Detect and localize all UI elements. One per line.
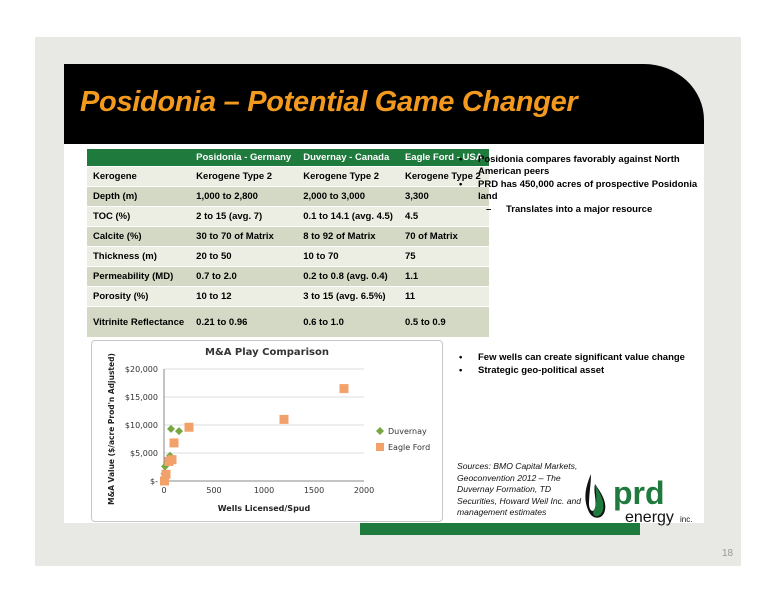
plot-area: $- $5,000 $10,000 $15,000 $20,000 0 500 1000 150… [125,365,430,495]
table-row: TOC (%) 2 to 15 (avg. 7) 0.1 to 14.1 (av… [87,206,489,227]
table-cell: 0.7 to 2.0 [190,266,298,287]
table-cell: 0.2 to 0.8 (avg. 0.4) [297,266,399,287]
bullet-list-bottom: Few wells can create significant value c… [456,352,706,378]
table-row: Kerogene Kerogene Type 2 Kerogene Type 2… [87,166,489,187]
table-row: Vitrinite Reflectance 0.21 to 0.96 0.6 t… [87,306,489,338]
data-point-eagle-ford [161,469,171,479]
bullet-item: PRD has 450,000 acres of prospective Pos… [456,179,706,203]
table-cell: 0.1 to 14.1 (avg. 4.5) [297,206,399,227]
table-cell: Vitrinite Reflectance [87,306,191,338]
logo-name: prd [613,475,665,511]
y-tick-label: $15,000 [125,393,158,402]
logo-sub: energy [625,509,674,526]
y-tick-label: $20,000 [125,365,158,374]
table-cell: Kerogene Type 2 [190,166,298,187]
table-cell: 10 to 12 [190,286,298,307]
table-cell: 10 to 70 [297,246,399,267]
title-banner [64,64,704,144]
x-tick-label: 1500 [304,486,324,495]
table-row: Permeability (MD) 0.7 to 2.0 0.2 to 0.8 … [87,266,489,287]
x-tick-label: 1000 [254,486,274,495]
slide-title: Posidonia – Potential Game Changer [80,86,578,118]
page-number: 18 [722,548,734,559]
data-point-duvernay [175,427,183,436]
table-cell: Permeability (MD) [87,266,191,287]
data-point-duvernay [167,424,175,433]
y-tick-label: $5,000 [130,449,158,458]
table-cell: 11 [398,286,489,307]
table-cell: 30 to 70 of Matrix [190,226,298,247]
y-axis-label: M&A Value ($/acre Prod'n Adjusted) [107,353,116,505]
data-point-eagle-ford [184,422,194,432]
table-cell: Kerogene [87,166,191,187]
table-cell: 0.21 to 0.96 [190,306,298,338]
table-header-cell: Posidonia - Germany [190,149,298,167]
table-row: Thickness (m) 20 to 50 10 to 70 75 [87,246,489,267]
table-header-cell [87,149,191,167]
table-cell: 1,000 to 2,800 [190,186,298,207]
comparison-table: Posidonia - Germany Duvernay - Canada Ea… [87,149,489,338]
legend-label: Eagle Ford [388,443,430,452]
bullet-item: Few wells can create significant value c… [456,352,706,364]
prd-energy-logo: prd energy inc. [585,474,692,526]
bullet-list-top: Posidonia compares favorably against Nor… [456,154,706,216]
table-cell: 75 [398,246,489,267]
legend-label: Duvernay [388,427,427,436]
x-tick-label: 0 [161,486,166,495]
sources-note: Sources: BMO Capital Markets, Geoconvent… [457,461,582,517]
y-tick-label: $10,000 [125,421,158,430]
table-cell: 8 to 92 of Matrix [297,226,399,247]
table-header-cell: Duvernay - Canada [297,149,399,167]
chart-container: M&A Play Comparison M&A Value ($/acre Pr… [91,340,443,522]
table-cell: 20 to 50 [190,246,298,267]
table-cell: 0.6 to 1.0 [297,306,399,338]
table-cell: Porosity (%) [87,286,191,307]
x-tick-label: 2000 [354,486,374,495]
data-point-eagle-ford [169,438,179,448]
table-cell: 2 to 15 (avg. 7) [190,206,298,227]
table-cell: 0.5 to 0.9 [398,306,489,338]
x-axis-label: Wells Licensed/Spud [218,504,311,513]
table-cell: Thickness (m) [87,246,191,267]
table-cell: Depth (m) [87,186,191,207]
bullet-item: Strategic geo-political asset [456,365,706,377]
data-point-eagle-ford [339,384,349,394]
legend-marker-duvernay [376,427,384,435]
table-cell: 70 of Matrix [398,226,489,247]
table-cell: Calcite (%) [87,226,191,247]
legend-marker-eagle-ford [376,443,384,451]
table-row: Calcite (%) 30 to 70 of Matrix 8 to 92 o… [87,226,489,247]
table-cell: TOC (%) [87,206,191,227]
chart-title: M&A Play Comparison [205,347,329,358]
x-tick-label: 500 [206,486,221,495]
sub-bullet-item: Translates into a major resource [456,204,706,216]
data-point-eagle-ford [167,455,177,465]
data-point-eagle-ford [279,414,289,424]
logo-suffix: inc. [680,515,692,524]
footer-accent-bar [360,523,640,535]
table-cell: 1.1 [398,266,489,287]
table-header-row: Posidonia - Germany Duvernay - Canada Ea… [87,149,489,167]
table-cell: 3 to 15 (avg. 6.5%) [297,286,399,307]
bullet-item: Posidonia compares favorably against Nor… [456,154,706,178]
scatter-chart: M&A Play Comparison M&A Value ($/acre Pr… [107,347,430,513]
table-cell: 2,000 to 3,000 [297,186,399,207]
table-row: Depth (m) 1,000 to 2,800 2,000 to 3,000 … [87,186,489,207]
y-tick-label: $- [150,477,158,486]
table-cell: Kerogene Type 2 [297,166,399,187]
data-point-eagle-ford [160,476,169,486]
table-row: Porosity (%) 10 to 12 3 to 15 (avg. 6.5%… [87,286,489,307]
